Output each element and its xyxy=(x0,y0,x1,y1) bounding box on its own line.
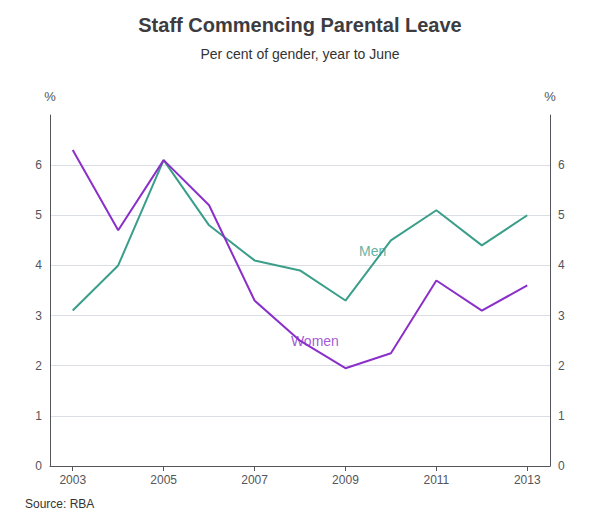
svg-text:2009: 2009 xyxy=(332,473,359,487)
svg-text:Staff Commencing Parental Leav: Staff Commencing Parental Leave xyxy=(138,14,461,36)
svg-text:4: 4 xyxy=(35,258,42,272)
svg-text:Men: Men xyxy=(359,243,386,259)
svg-text:2: 2 xyxy=(35,359,42,373)
svg-text:2005: 2005 xyxy=(150,473,177,487)
svg-text:3: 3 xyxy=(558,309,565,323)
svg-text:6: 6 xyxy=(558,158,565,172)
svg-text:%: % xyxy=(44,89,56,104)
svg-text:3: 3 xyxy=(35,309,42,323)
svg-text:6: 6 xyxy=(35,158,42,172)
svg-text:2011: 2011 xyxy=(423,473,449,487)
svg-text:2007: 2007 xyxy=(241,473,268,487)
svg-text:5: 5 xyxy=(558,208,565,222)
svg-text:0: 0 xyxy=(558,459,565,473)
svg-text:%: % xyxy=(544,89,556,104)
svg-text:Women: Women xyxy=(291,333,339,349)
svg-text:2013: 2013 xyxy=(514,473,541,487)
svg-text:2: 2 xyxy=(558,359,565,373)
svg-text:Per cent of gender, year to Ju: Per cent of gender, year to June xyxy=(200,46,399,62)
svg-text:Source: RBA: Source: RBA xyxy=(25,497,94,511)
svg-text:4: 4 xyxy=(558,258,565,272)
svg-text:1: 1 xyxy=(558,409,565,423)
svg-text:2003: 2003 xyxy=(59,473,86,487)
svg-text:1: 1 xyxy=(35,409,42,423)
svg-text:5: 5 xyxy=(35,208,42,222)
svg-text:0: 0 xyxy=(35,459,42,473)
